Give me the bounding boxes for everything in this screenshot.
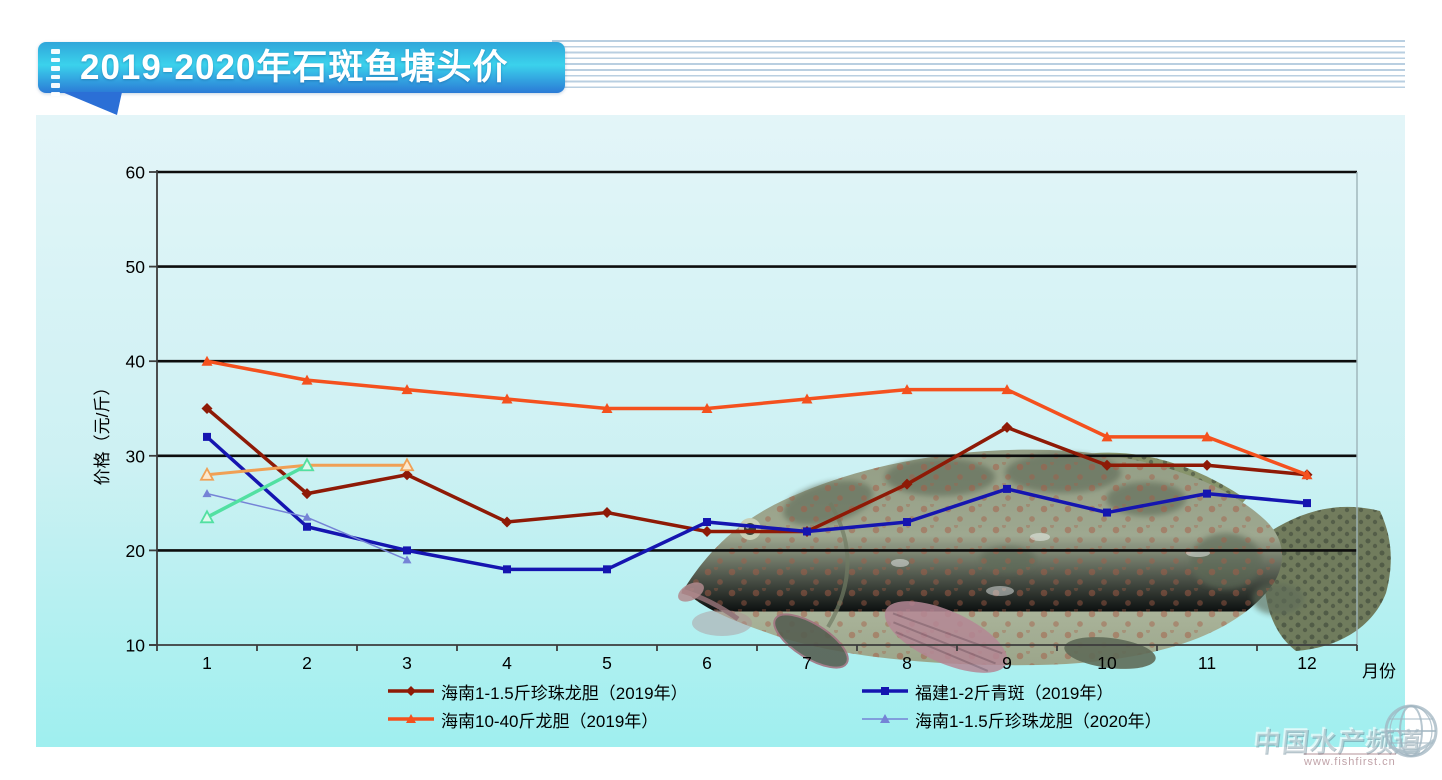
svg-text:10: 10 (1097, 653, 1117, 673)
svg-text:9: 9 (1002, 653, 1012, 673)
svg-text:30: 30 (126, 446, 146, 466)
legend-label: 福建1-2斤青斑（2019年） (915, 683, 1114, 703)
legend-item-hainan-pearl-2020: 海南1-1.5斤珍珠龙胆（2020年） (862, 707, 1162, 731)
svg-text:3: 3 (402, 653, 412, 673)
svg-text:20: 20 (126, 541, 146, 561)
svg-text:价格（元/斤）: 价格（元/斤） (93, 379, 112, 486)
title-banner: 2019-2020年石斑鱼塘头价 (38, 42, 565, 96)
legend-swatch (862, 687, 908, 695)
banner-dashed-bar (51, 49, 60, 96)
legend-item-fujian-qingban-2019: 福建1-2斤青斑（2019年） (862, 679, 1113, 703)
svg-text:40: 40 (126, 352, 146, 372)
svg-text:12: 12 (1297, 653, 1316, 673)
svg-text:60: 60 (126, 163, 146, 183)
svg-text:4: 4 (502, 653, 512, 673)
svg-text:月份: 月份 (1362, 662, 1396, 681)
legend-swatch (388, 714, 434, 723)
legend-label: 海南10-40斤龙胆（2019年） (441, 711, 659, 731)
legend-item-hainan-pearl-2019: 海南1-1.5斤珍珠龙胆（2019年） (388, 679, 688, 703)
svg-text:5: 5 (602, 653, 612, 673)
svg-text:50: 50 (126, 257, 146, 277)
svg-text:2: 2 (302, 653, 312, 673)
grouper-fish-image (678, 449, 1391, 673)
legend-label: 海南1-1.5斤珍珠龙胆（2019年） (441, 683, 688, 703)
legend-label: 海南1-1.5斤珍珠龙胆（2020年） (915, 711, 1162, 731)
svg-text:8: 8 (902, 653, 912, 673)
banner-tail (62, 92, 122, 115)
legend-swatch (388, 686, 434, 696)
legend-item-hainan-longdan-2019: 海南10-40斤龙胆（2019年） (388, 707, 658, 731)
page-title: 2019-2020年石斑鱼塘头价 (80, 48, 509, 87)
svg-text:1: 1 (202, 653, 212, 673)
header-pinstripes (552, 40, 1405, 92)
svg-text:10: 10 (126, 636, 146, 656)
svg-text:7: 7 (802, 653, 812, 673)
legend-swatch (862, 714, 908, 723)
svg-text:11: 11 (1198, 653, 1216, 673)
chart-legend: 海南1-1.5斤珍珠龙胆（2019年） 福建1-2斤青斑（2019年） 海南10… (0, 676, 1442, 746)
svg-text:6: 6 (702, 653, 712, 673)
